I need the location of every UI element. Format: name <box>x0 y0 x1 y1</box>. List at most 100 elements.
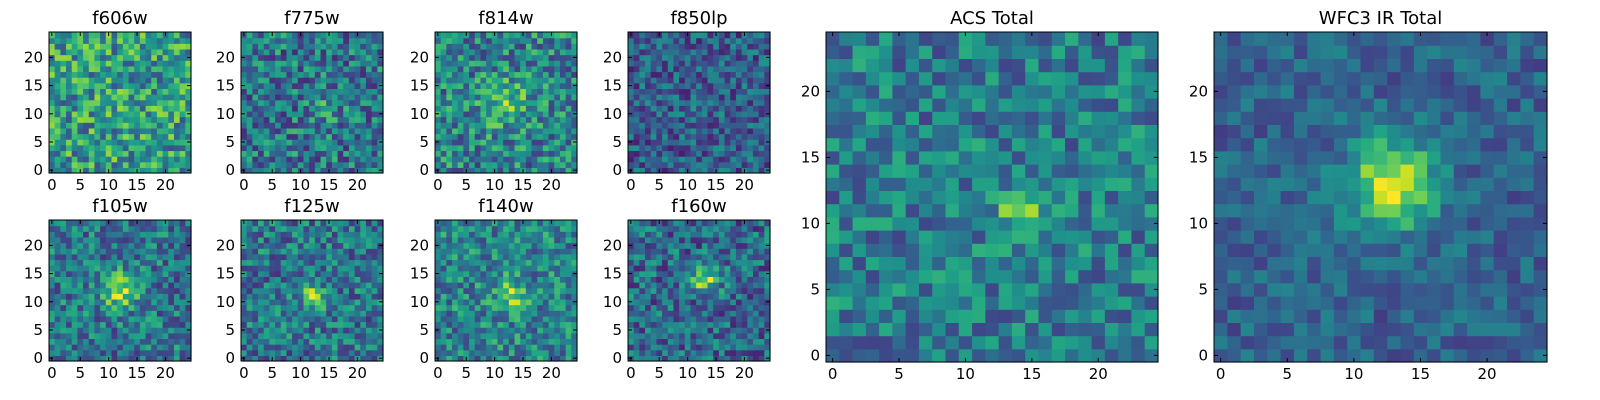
heatmap-cell <box>684 82 692 89</box>
heatmap-cell <box>269 99 276 106</box>
heatmap-cell <box>690 293 697 300</box>
heatmap-cell <box>66 259 73 266</box>
heatmap-cell <box>747 304 754 311</box>
heatmap-cell <box>314 167 322 174</box>
heatmap-cell <box>168 327 175 334</box>
heatmap-cell <box>440 327 447 334</box>
heatmap-cell <box>713 116 720 123</box>
heatmap-cell <box>377 116 384 123</box>
heatmap-cell <box>309 116 316 123</box>
heatmap-cell <box>145 71 152 78</box>
heatmap-cell <box>548 156 555 163</box>
heatmap-cell <box>377 37 384 44</box>
heatmap-cell <box>354 265 361 272</box>
heatmap-cell <box>457 236 464 244</box>
heatmap-cell <box>241 259 248 266</box>
heatmap-cell <box>185 344 192 351</box>
heatmap-cell <box>139 133 147 140</box>
heatmap-cell <box>168 293 175 300</box>
heatmap-cell <box>701 116 709 123</box>
heatmap-cell <box>71 304 78 311</box>
heatmap-cell <box>440 276 447 283</box>
heatmap-cell <box>508 65 516 73</box>
heatmap-cell <box>303 110 310 118</box>
heatmap-cell <box>724 77 731 84</box>
heatmap-cell <box>128 167 135 174</box>
heatmap-cell <box>531 48 538 56</box>
heatmap-cell <box>684 304 692 311</box>
heatmap-cell <box>679 48 686 56</box>
heatmap-cell <box>480 150 487 157</box>
heatmap-cell <box>548 293 555 300</box>
heatmap-cell <box>173 287 181 294</box>
heatmap-cell <box>435 144 442 152</box>
heatmap-cell <box>741 71 748 78</box>
heatmap-cell <box>656 99 663 106</box>
heatmap-cell <box>565 43 572 50</box>
heatmap-cell <box>377 248 384 255</box>
heatmap-cell <box>252 293 259 300</box>
heatmap-cell <box>77 310 84 317</box>
heatmap-cell <box>667 99 675 106</box>
heatmap-cell <box>673 94 680 101</box>
heatmap-cell <box>173 122 181 129</box>
heatmap-cell <box>486 167 493 174</box>
heatmap-cell <box>639 332 646 340</box>
heatmap-cell <box>503 242 510 249</box>
heatmap-cell <box>377 310 384 317</box>
heatmap-cell <box>151 32 158 39</box>
heatmap-cell <box>537 293 544 300</box>
x-tick-label: 0 <box>626 176 636 194</box>
heatmap-cell <box>105 122 113 129</box>
heatmap-cell <box>537 65 544 73</box>
heatmap-cell <box>452 94 459 101</box>
heatmap-cell <box>486 105 493 112</box>
heatmap-cell <box>331 127 339 135</box>
heatmap-cell <box>128 220 135 227</box>
heatmap-cell <box>269 304 276 311</box>
heatmap-cell <box>628 310 635 317</box>
heatmap-cell <box>151 225 158 232</box>
heatmap-cell <box>168 71 175 78</box>
heatmap-cell <box>650 344 657 351</box>
heatmap-cell <box>679 65 686 73</box>
heatmap-cell <box>735 276 743 283</box>
heatmap-cell <box>474 220 482 227</box>
heatmap-cell <box>571 150 578 157</box>
heatmap-cell <box>122 287 130 294</box>
heatmap-cell <box>571 127 578 135</box>
heatmap-cell <box>66 310 73 317</box>
heatmap-cell <box>292 37 299 44</box>
heatmap-cell <box>348 60 356 67</box>
heatmap-cell <box>280 139 288 146</box>
heatmap-cell <box>360 315 367 323</box>
heatmap-cell <box>94 54 101 61</box>
heatmap-cell <box>457 344 464 351</box>
heatmap-cell <box>88 282 96 289</box>
heatmap-cell <box>54 332 61 340</box>
heatmap-cell <box>139 88 147 95</box>
heatmap-cell <box>503 253 510 261</box>
heatmap-cell <box>151 116 158 123</box>
heatmap-cell <box>724 48 731 56</box>
heatmap-cell <box>707 60 714 67</box>
heatmap-cell <box>707 77 714 84</box>
heatmap-cell <box>314 77 322 84</box>
heatmap-cell <box>360 321 367 328</box>
heatmap-cell <box>258 293 265 300</box>
heatmap-cell <box>105 54 113 61</box>
heatmap-cell <box>718 54 726 61</box>
heatmap-cell <box>531 327 538 334</box>
heatmap-cell <box>145 253 152 261</box>
heatmap-cell <box>269 77 276 84</box>
heatmap-cell <box>446 43 453 50</box>
heatmap-cell <box>151 349 158 356</box>
heatmap-cell <box>122 37 130 44</box>
heatmap-cell <box>122 236 130 244</box>
heatmap-cell <box>463 99 470 106</box>
heatmap-cell <box>49 253 56 261</box>
heatmap-cell <box>246 37 253 44</box>
heatmap-cell <box>503 304 510 311</box>
heatmap-cell <box>117 327 124 334</box>
heatmap-cell <box>764 321 771 328</box>
